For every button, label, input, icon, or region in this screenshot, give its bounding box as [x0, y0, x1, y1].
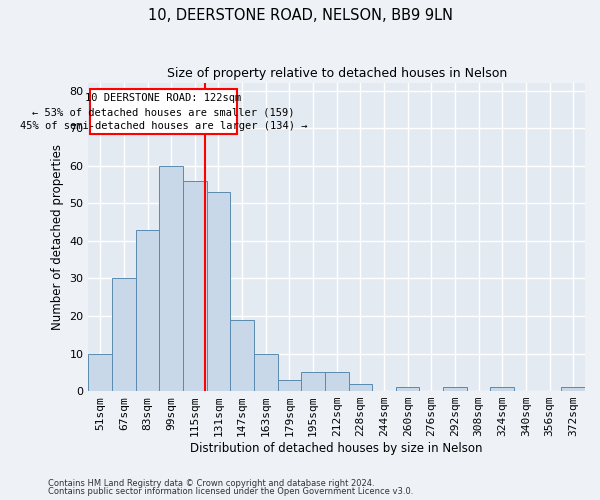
Text: Contains HM Land Registry data © Crown copyright and database right 2024.: Contains HM Land Registry data © Crown c…: [48, 478, 374, 488]
X-axis label: Distribution of detached houses by size in Nelson: Distribution of detached houses by size …: [190, 442, 483, 455]
Title: Size of property relative to detached houses in Nelson: Size of property relative to detached ho…: [167, 68, 507, 80]
Bar: [112, 278, 136, 391]
Text: 10 DEERSTONE ROAD: 122sqm: 10 DEERSTONE ROAD: 122sqm: [85, 93, 242, 103]
Text: 10, DEERSTONE ROAD, NELSON, BB9 9LN: 10, DEERSTONE ROAD, NELSON, BB9 9LN: [148, 8, 452, 22]
Bar: [160, 166, 183, 391]
Bar: [325, 372, 349, 391]
Bar: [183, 180, 206, 391]
Bar: [562, 388, 585, 391]
Bar: [230, 320, 254, 391]
Text: Contains public sector information licensed under the Open Government Licence v3: Contains public sector information licen…: [48, 487, 413, 496]
Bar: [349, 384, 372, 391]
Text: ← 53% of detached houses are smaller (159): ← 53% of detached houses are smaller (15…: [32, 108, 295, 118]
Bar: [443, 388, 467, 391]
Y-axis label: Number of detached properties: Number of detached properties: [51, 144, 64, 330]
Bar: [254, 354, 278, 391]
Bar: [396, 388, 419, 391]
Bar: [206, 192, 230, 391]
Text: 45% of semi-detached houses are larger (134) →: 45% of semi-detached houses are larger (…: [20, 122, 307, 132]
Bar: [278, 380, 301, 391]
Bar: [490, 388, 514, 391]
Bar: [301, 372, 325, 391]
Bar: [88, 354, 112, 391]
Bar: [136, 230, 160, 391]
FancyBboxPatch shape: [89, 88, 238, 134]
